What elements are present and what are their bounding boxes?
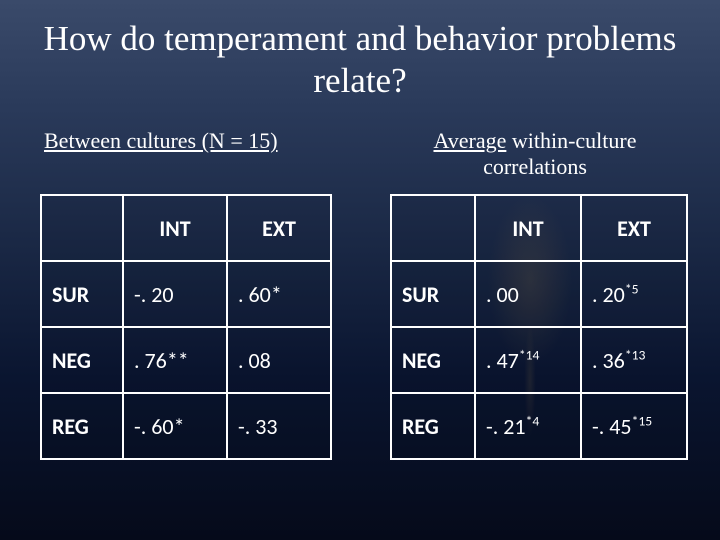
table-header-row: INT EXT (41, 195, 331, 261)
subtitle-right-rest: within-culture correlations (483, 128, 636, 179)
cell-value: . 00 (486, 281, 519, 308)
cell-sup: *5 (625, 280, 639, 297)
slide-title: How do temperament and behavior problems… (36, 18, 684, 102)
cell-sup: *14 (519, 346, 540, 363)
cell-value: -. 45 (592, 413, 632, 440)
cell-value: . 47 (486, 347, 519, 374)
subtitle-left: Between cultures (N = 15) (44, 128, 334, 180)
header-ext: EXT (227, 195, 331, 261)
cell-value: -. 21 (486, 413, 526, 440)
row-label: SUR (41, 261, 123, 327)
subtitles-row: Between cultures (N = 15) Average within… (36, 128, 684, 180)
cell-ext: -. 45*15 (581, 393, 687, 459)
header-int: INT (475, 195, 581, 261)
right-table: INT EXT SUR . 00 . 20*5 NEG . 47*14 . 36… (390, 194, 688, 460)
cell-ext: . 36*13 (581, 327, 687, 393)
cell-value: . 36 (592, 347, 625, 374)
cell-int: . 47*14 (475, 327, 581, 393)
cell-sup: *13 (625, 346, 646, 363)
slide: How do temperament and behavior problems… (0, 0, 720, 540)
left-table: INT EXT SUR -. 20 . 60* NEG . 76** . 08 … (40, 194, 332, 460)
table-row: REG -. 60* -. 33 (41, 393, 331, 459)
table-row: REG -. 21*4 -. 45*15 (391, 393, 687, 459)
table-row: NEG . 47*14 . 36*13 (391, 327, 687, 393)
header-blank (41, 195, 123, 261)
row-label: SUR (391, 261, 475, 327)
header-int: INT (123, 195, 227, 261)
header-ext: EXT (581, 195, 687, 261)
cell-int: . 76** (123, 327, 227, 393)
cell-int: -. 60* (123, 393, 227, 459)
cell-int: . 00 (475, 261, 581, 327)
row-label: NEG (41, 327, 123, 393)
cell-sup: *15 (632, 412, 653, 429)
cell-sup: *4 (526, 412, 540, 429)
tables-row: INT EXT SUR -. 20 . 60* NEG . 76** . 08 … (36, 194, 684, 460)
cell-ext: . 20*5 (581, 261, 687, 327)
cell-value: . 20 (592, 281, 625, 308)
cell-ext: . 08 (227, 327, 331, 393)
cell-int: -. 20 (123, 261, 227, 327)
table-header-row: INT EXT (391, 195, 687, 261)
cell-int: -. 21*4 (475, 393, 581, 459)
table-row: NEG . 76** . 08 (41, 327, 331, 393)
table-row: SUR -. 20 . 60* (41, 261, 331, 327)
subtitle-right: Average within-culture correlations (394, 128, 676, 180)
table-row: SUR . 00 . 20*5 (391, 261, 687, 327)
header-blank (391, 195, 475, 261)
row-label: NEG (391, 327, 475, 393)
subtitle-right-underlined: Average (433, 128, 506, 153)
cell-ext: . 60* (227, 261, 331, 327)
row-label: REG (391, 393, 475, 459)
cell-ext: -. 33 (227, 393, 331, 459)
row-label: REG (41, 393, 123, 459)
